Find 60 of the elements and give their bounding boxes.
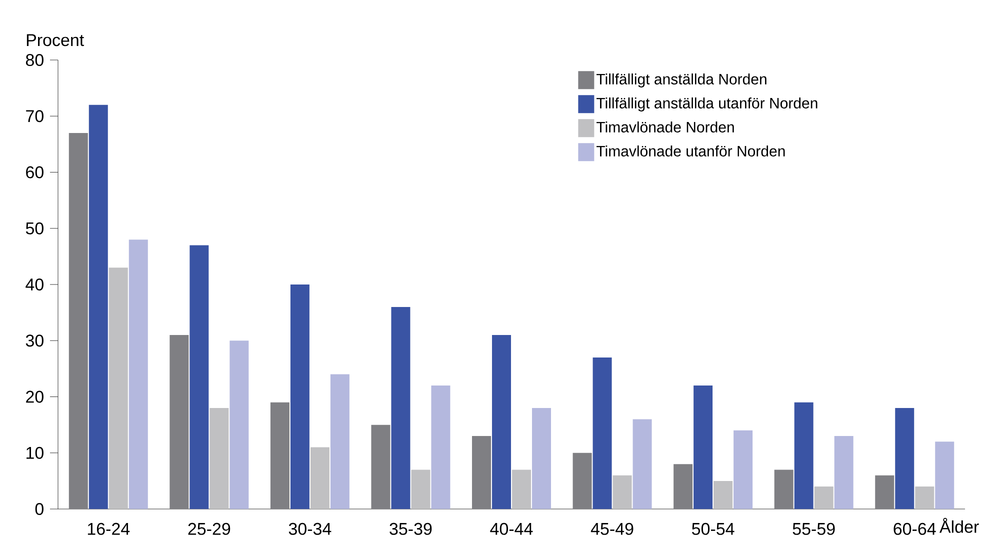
y-tick-label: 70 (26, 110, 44, 122)
bar (512, 470, 532, 509)
legend-label: Tillfälligt anställda Norden (596, 73, 766, 88)
y-axis-title: Procent (26, 34, 84, 46)
x-tick-label: 30-34 (288, 522, 332, 535)
bar (330, 374, 350, 509)
bar (108, 268, 128, 509)
bar (915, 486, 934, 509)
bar (230, 340, 249, 509)
x-tick-label: 55-59 (792, 522, 835, 535)
bar (88, 104, 108, 509)
y-tick-label: 0 (35, 502, 44, 516)
bar (128, 240, 148, 509)
bar (310, 447, 330, 509)
bar (431, 386, 450, 509)
bar (612, 475, 632, 509)
bar (190, 245, 209, 509)
bar (68, 132, 88, 509)
bar (794, 402, 814, 509)
x-tick-label: 40-44 (490, 522, 533, 535)
bar (734, 430, 753, 509)
x-axis-title: Ålder (939, 518, 979, 533)
x-tick-label: 25-29 (188, 522, 230, 535)
bar (935, 442, 954, 509)
y-tick-label: 10 (26, 446, 44, 459)
legend-label: Tillfälligt anställda utanför Norden (596, 97, 818, 112)
bar (714, 480, 733, 509)
bar (411, 470, 430, 509)
y-tick-label: 20 (26, 390, 44, 403)
legend-label: Timavlönade Norden (596, 121, 734, 132)
y-tick-label: 80 (26, 54, 44, 66)
x-tick-label: 35-39 (390, 522, 432, 535)
bar (834, 436, 854, 509)
bar (592, 357, 612, 509)
bar (774, 470, 794, 509)
bar (694, 386, 713, 509)
bar (170, 335, 189, 509)
bar (492, 335, 512, 509)
x-tick-label: 50-54 (692, 522, 734, 535)
y-tick-label: 40 (26, 278, 44, 291)
bar (371, 424, 390, 509)
bar (895, 408, 914, 509)
bar (875, 475, 894, 509)
bar (814, 486, 834, 509)
y-tick-label: 30 (26, 334, 44, 347)
bar (632, 419, 652, 509)
bar (572, 452, 592, 509)
bar (532, 408, 552, 509)
x-tick-label: 16-24 (88, 522, 130, 535)
legend-label: Timavlönade utanför Norden (596, 145, 785, 156)
x-tick-label: 45-49 (590, 522, 634, 535)
x-tick-label: 60-64 (894, 522, 936, 535)
bar (270, 402, 290, 509)
y-tick-label: 50 (26, 222, 44, 234)
bar (391, 306, 410, 509)
bar (674, 464, 693, 509)
bar (210, 408, 229, 509)
bar (290, 284, 310, 509)
y-tick-label: 60 (26, 166, 44, 178)
bar (472, 436, 492, 509)
